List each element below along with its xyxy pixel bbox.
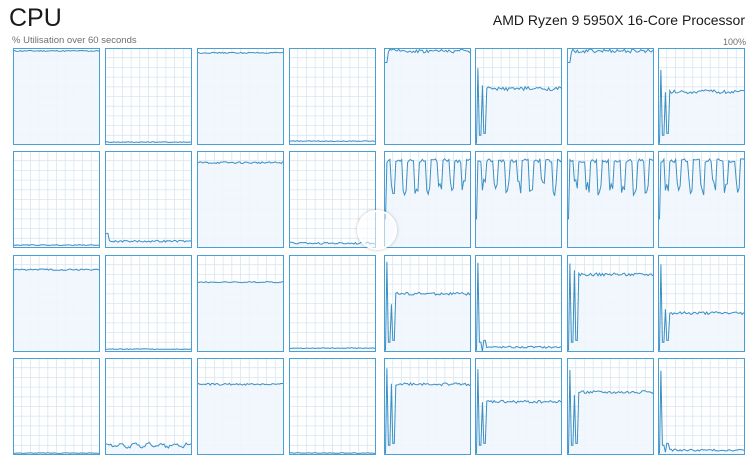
utilisation-line [196, 382, 285, 386]
left-core-graph [196, 358, 285, 455]
utilisation-area [384, 368, 471, 455]
left-core-graph [12, 255, 101, 352]
left-core-graph [288, 255, 377, 352]
right-core-graph [475, 151, 563, 248]
utilisation-line [196, 281, 285, 284]
utilisation-area [567, 263, 654, 352]
right-core-graph [475, 358, 563, 455]
left-core-graph [289, 358, 377, 455]
right-core-graph [658, 151, 746, 248]
utilisation-line [384, 48, 472, 63]
utilisation-area [105, 233, 192, 248]
utilisation-line [384, 261, 472, 351]
left-core-graph [104, 358, 193, 455]
right-core-graph [658, 48, 746, 145]
utilisation-line [196, 51, 285, 54]
right-core-graph [567, 358, 655, 455]
processor-name: AMD Ryzen 9 5950X 16-Core Processor [492, 12, 745, 28]
page-title: CPU [9, 4, 62, 32]
utilisation-area [567, 369, 654, 455]
utilisation-line [658, 69, 746, 144]
left-core-graph [104, 255, 193, 352]
utilisation-area [384, 261, 471, 352]
utilisation-line [384, 368, 472, 454]
left-core-graph [196, 151, 285, 248]
utilisation-line [658, 264, 746, 351]
utilisation-area [384, 49, 471, 145]
right-core-graph [567, 255, 654, 352]
left-core-graph [196, 48, 285, 145]
left-core-graph [12, 48, 101, 145]
utilisation-line [105, 232, 193, 243]
utilisation-line [475, 158, 563, 220]
left-core-graph [105, 151, 193, 248]
utilisation-line [567, 369, 655, 454]
left-core-graph [104, 48, 192, 145]
utilisation-line [288, 347, 377, 350]
utilisation-line [567, 263, 654, 351]
utilisation-line [658, 157, 746, 220]
utilisation-line [12, 49, 101, 52]
utilisation-area [567, 159, 654, 248]
utilisation-line [104, 348, 193, 351]
right-core-graph [475, 255, 563, 352]
right-core-graph [567, 48, 655, 145]
utilisation-line [567, 158, 655, 220]
left-core-graph [196, 255, 285, 352]
right-core-graph [384, 255, 472, 352]
utilisation-area [197, 383, 284, 455]
utilisation-line [12, 452, 101, 454]
utilisation-area [658, 158, 745, 248]
utilisation-area [289, 140, 376, 145]
comparison-slider-handle[interactable] [357, 210, 397, 250]
utilisation-line [475, 262, 563, 352]
right-core-graph [384, 48, 472, 145]
utilisation-line [104, 441, 193, 449]
left-core-graph [288, 48, 377, 145]
right-core-graph [384, 151, 471, 248]
utilisation-area [567, 49, 654, 145]
max-percent-label: 100% [722, 37, 746, 47]
right-core-graph [567, 151, 655, 248]
utilisation-line [289, 452, 377, 454]
utilisation-area [289, 347, 376, 352]
utilisation-line [475, 369, 563, 454]
utilisation-line [196, 161, 285, 165]
utilisation-area [475, 158, 562, 248]
left-core-graph [12, 358, 101, 455]
utilisation-area [658, 69, 745, 145]
right-core-graph [658, 255, 746, 352]
utilisation-line [104, 141, 192, 144]
utilisation-line [475, 68, 563, 144]
utilisation-area [197, 52, 284, 145]
utilisation-area [197, 161, 284, 248]
utilisation-area [13, 50, 100, 145]
utilisation-line [12, 244, 101, 247]
graph-subtitle: % Utilisation over 60 seconds [12, 35, 137, 46]
right-core-graph [475, 48, 563, 145]
utilisation-area [475, 68, 562, 145]
utilisation-area [658, 264, 745, 352]
right-core-graph [384, 358, 472, 455]
right-core-graph [658, 358, 746, 455]
utilisation-area [475, 369, 562, 455]
utilisation-line [567, 48, 655, 63]
utilisation-area [384, 158, 471, 248]
left-core-graph [12, 151, 101, 248]
utilisation-area [13, 268, 100, 352]
utilisation-line [658, 370, 746, 454]
utilisation-line [384, 158, 471, 220]
utilisation-line [288, 140, 377, 143]
utilisation-line [12, 268, 101, 271]
utilisation-area [197, 281, 284, 352]
